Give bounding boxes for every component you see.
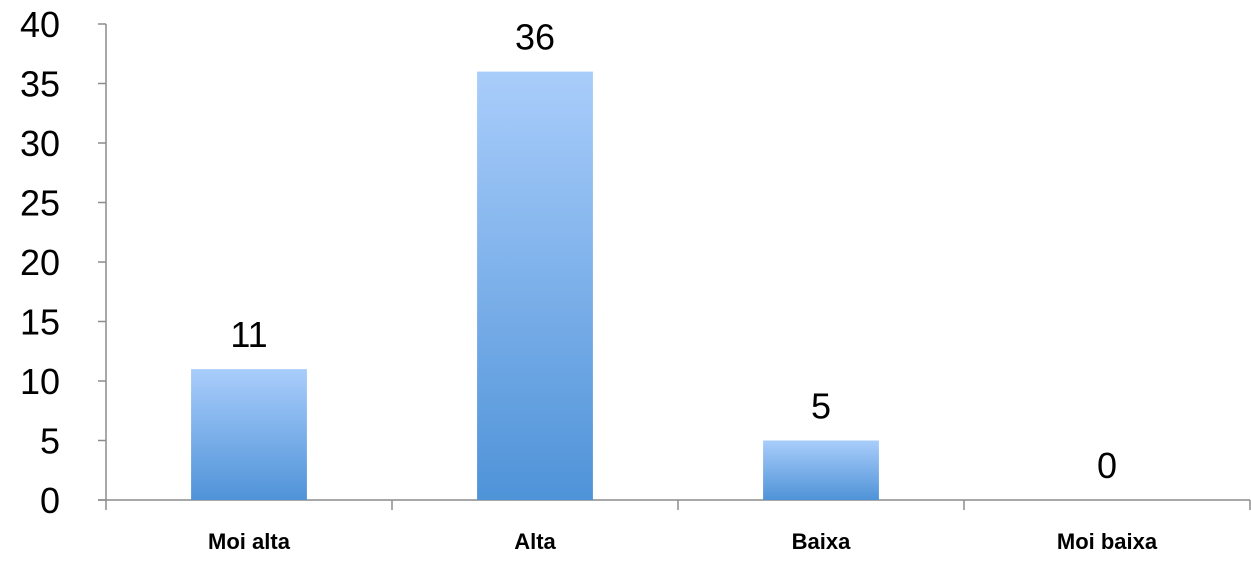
x-tick-label: Alta [514, 529, 556, 554]
data-label: 0 [1097, 445, 1117, 486]
y-tick-label: 40 [20, 4, 60, 45]
x-axis: Moi alta Alta Baixa Moi baixa [98, 499, 1251, 554]
data-label: 5 [811, 386, 831, 427]
y-tick-label: 20 [20, 242, 60, 283]
data-labels: 11 36 5 0 [230, 17, 1117, 486]
data-label: 11 [230, 314, 267, 355]
y-axis: 0 5 10 15 20 25 30 35 40 [20, 4, 107, 521]
y-tick-label: 35 [20, 64, 60, 105]
data-label: 36 [515, 17, 555, 58]
bar-moi-alta [191, 369, 307, 500]
x-tick-label: Moi alta [208, 529, 291, 554]
y-tick-label: 5 [40, 421, 60, 462]
bars [191, 71, 879, 500]
y-tick-label: 10 [20, 361, 60, 402]
y-tick-label: 25 [20, 183, 60, 224]
y-tick-label: 0 [40, 480, 60, 521]
y-tick-label: 30 [20, 123, 60, 164]
x-tick-label: Baixa [792, 529, 851, 554]
bar-alta [477, 71, 593, 500]
y-tick-label: 15 [20, 302, 60, 343]
x-tick-label: Moi baixa [1057, 529, 1158, 554]
bar-baixa [763, 440, 879, 500]
